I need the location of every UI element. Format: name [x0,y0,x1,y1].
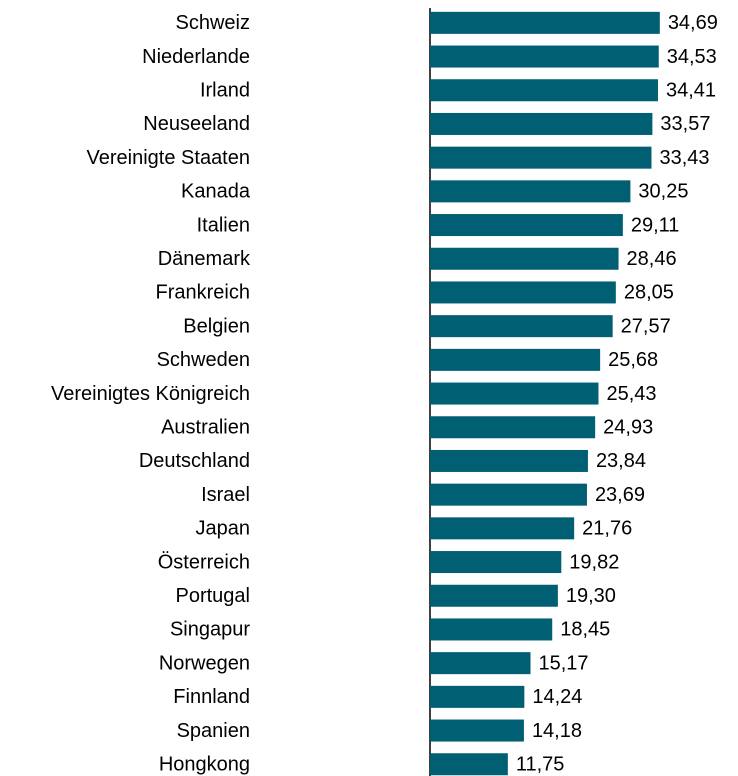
bar [430,79,658,102]
category-label: Dänemark [158,248,251,270]
value-label: 14,18 [532,720,582,742]
bar [430,652,531,675]
value-label: 28,05 [624,282,674,304]
category-label: Frankreich [156,282,250,304]
bar [430,281,616,304]
bar [430,584,558,607]
value-label: 11,75 [516,754,565,776]
value-label: 24,93 [603,417,653,439]
category-label: Hongkong [159,754,250,776]
value-label: 29,11 [631,214,680,236]
value-label: 15,17 [539,652,589,674]
category-label: Deutschland [139,450,250,472]
category-label: Irland [200,80,250,102]
bar [430,517,575,540]
category-label: Niederlande [142,46,250,68]
category-label: Vereinigte Staaten [87,147,250,169]
category-label: Belgien [183,315,250,337]
bar [430,45,659,68]
bar [430,618,553,641]
category-label: Norwegen [159,652,250,674]
category-label: Vereinigtes Königreich [51,383,250,405]
value-label: 33,57 [660,113,710,135]
bar [430,180,631,203]
bar [430,146,652,169]
bar [430,382,599,405]
bar [430,416,596,439]
value-label: 28,46 [627,248,677,270]
category-label: Israel [201,484,250,506]
bar [430,719,524,742]
bar [430,315,613,338]
category-label: Österreich [158,551,250,573]
value-label: 30,25 [638,181,688,203]
value-label: 34,53 [667,46,717,68]
bar [430,11,660,34]
value-label: 23,84 [596,450,646,472]
value-label: 19,30 [566,585,616,607]
value-label: 18,45 [560,619,610,641]
value-label: 33,43 [659,147,709,169]
category-label: Italien [197,214,250,236]
category-label: Neuseeland [143,113,250,135]
category-label: Finnland [173,686,250,708]
bar [430,247,619,270]
value-label: 21,76 [582,518,632,540]
bar [430,449,588,472]
value-label: 19,82 [569,551,619,573]
category-label: Portugal [176,585,251,607]
value-label: 14,24 [532,686,582,708]
value-label: 34,41 [666,80,716,102]
category-label: Australien [161,417,250,439]
category-label: Singapur [170,619,250,641]
bar [430,483,587,506]
value-label: 34,69 [668,12,718,34]
bar [430,551,562,574]
category-label: Japan [196,518,251,540]
bar [430,214,623,237]
value-label: 23,69 [595,484,645,506]
category-label: Kanada [181,181,251,203]
value-label: 25,68 [608,349,658,371]
value-label: 25,43 [606,383,656,405]
category-label: Schweiz [176,12,250,34]
bar [430,685,525,708]
value-label: 27,57 [621,315,671,337]
category-label: Spanien [177,720,250,742]
bar [430,753,508,776]
bar [430,348,601,371]
category-label: Schweden [157,349,250,371]
bar [430,112,653,135]
